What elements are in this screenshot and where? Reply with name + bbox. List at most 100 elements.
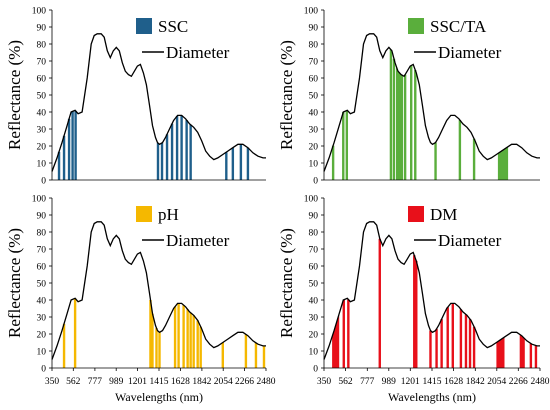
y-axis: 0 10 20 30 40 50 60 70 80 90 100: [32, 194, 53, 374]
legend: pH Diameter: [136, 205, 230, 250]
y-tick-label: 0: [41, 364, 46, 374]
y-tick-label: 40: [309, 296, 319, 306]
x-tick-label: 1842: [192, 377, 211, 387]
legend-swatch-box: [408, 18, 424, 34]
y-tick-label: 80: [37, 228, 47, 238]
x-tick-label: 777: [360, 377, 375, 387]
x-tick-label: 1415: [150, 377, 169, 387]
bands: [332, 238, 538, 368]
legend-label-box: SSC/TA: [430, 17, 487, 36]
y-tick-label: 90: [37, 211, 47, 221]
y-axis-label: Reflectance (%): [5, 228, 24, 338]
diameter-line: [323, 33, 540, 172]
bands: [331, 49, 509, 180]
y-tick-label: 10: [37, 347, 47, 357]
x-tick-label: 2054: [487, 377, 506, 387]
y-tick-label: 80: [309, 40, 319, 50]
panel-top-right: 0 10 20 30 40 50 60 70 80 90 100 Reflectance (%) S…: [277, 6, 540, 186]
y-tick-label: 90: [309, 23, 319, 33]
y-tick-label: 10: [309, 347, 319, 357]
x-axis-label: Wavelengths (nm): [115, 390, 203, 404]
y-tick-label: 50: [37, 279, 47, 289]
x-axis: 350 562 777 989 1201 1415 1628 1842 2054 2266 2480: [317, 367, 550, 387]
legend-label-line: Diameter: [438, 43, 502, 62]
x-tick-label: 350: [45, 377, 60, 387]
diameter-line: [323, 221, 540, 360]
band-range: [497, 146, 509, 180]
y-tick-label: 90: [37, 23, 47, 33]
y-tick-label: 30: [309, 125, 319, 135]
x-tick-label: 562: [338, 377, 353, 387]
legend-label-line: Diameter: [166, 43, 230, 62]
x-tick-label: 2054: [214, 377, 233, 387]
legend-label-box: SSC: [158, 17, 188, 36]
y-axis: 0 10 20 30 40 50 60 70 80 90 100: [304, 194, 325, 374]
bands: [57, 110, 250, 180]
diameter-line: [51, 221, 266, 360]
band-range: [519, 334, 525, 368]
x-tick-label: 777: [88, 377, 103, 387]
y-tick-label: 0: [41, 176, 46, 186]
y-tick-label: 50: [37, 91, 47, 101]
x-axis: 350 562 777 989 1201 1415 1628 1842 2054 2266 2480: [45, 367, 276, 387]
y-tick-label: 70: [37, 57, 47, 67]
y-axis: 0 10 20 30 40 50 60 70 80 90 100: [304, 6, 325, 186]
legend-label-box: pH: [158, 205, 179, 224]
y-tick-label: 40: [37, 108, 47, 118]
y-tick-label: 40: [37, 296, 47, 306]
y-tick-label: 80: [309, 228, 319, 238]
legend: DM Diameter: [408, 205, 502, 250]
legend-swatch-box: [408, 206, 424, 222]
x-tick-label: 989: [109, 377, 124, 387]
bands: [62, 298, 266, 368]
x-tick-label: 1415: [423, 377, 442, 387]
legend-swatch-box: [136, 206, 152, 222]
y-tick-label: 60: [37, 74, 47, 84]
diameter-line: [51, 33, 266, 172]
y-tick-label: 70: [309, 57, 319, 67]
x-tick-label: 350: [317, 377, 332, 387]
y-tick-label: 70: [37, 245, 47, 255]
y-axis-label: Reflectance (%): [277, 228, 296, 338]
y-axis-label: Reflectance (%): [277, 40, 296, 150]
x-tick-label: 562: [66, 377, 81, 387]
band-range: [332, 313, 340, 368]
y-tick-label: 90: [309, 211, 319, 221]
x-tick-label: 2480: [257, 377, 276, 387]
y-tick-label: 100: [304, 6, 319, 16]
legend-label-line: Diameter: [438, 231, 502, 250]
y-tick-label: 60: [37, 262, 47, 272]
y-tick-label: 80: [37, 40, 47, 50]
y-tick-label: 100: [304, 194, 319, 204]
x-tick-label: 1201: [401, 377, 420, 387]
x-axis-label: Wavelengths (nm): [388, 390, 476, 404]
x-tick-label: 1201: [128, 377, 147, 387]
y-tick-label: 60: [309, 262, 319, 272]
y-tick-label: 20: [37, 330, 47, 340]
y-tick-label: 30: [37, 313, 47, 323]
y-tick-label: 100: [32, 194, 47, 204]
y-tick-label: 0: [313, 176, 318, 186]
y-tick-label: 100: [32, 6, 47, 16]
y-tick-label: 50: [309, 279, 319, 289]
legend-swatch-box: [136, 18, 152, 34]
band-range: [496, 337, 505, 368]
y-tick-label: 40: [309, 108, 319, 118]
legend-label-line: Diameter: [166, 231, 230, 250]
y-axis: 0 10 20 30 40 50 60 70 80 90 100: [32, 6, 53, 186]
x-tick-label: 2480: [531, 377, 550, 387]
y-tick-label: 60: [309, 74, 319, 84]
x-tick-label: 2266: [509, 377, 528, 387]
y-tick-label: 10: [309, 159, 319, 169]
y-tick-label: 20: [309, 142, 319, 152]
x-tick-label: 1628: [171, 377, 190, 387]
x-tick-label: 1628: [444, 377, 463, 387]
x-tick-label: 1842: [466, 377, 485, 387]
y-axis-label: Reflectance (%): [5, 40, 24, 150]
legend-label-box: DM: [430, 205, 457, 224]
y-tick-label: 70: [309, 245, 319, 255]
legend: SSC/TA Diameter: [408, 17, 502, 62]
